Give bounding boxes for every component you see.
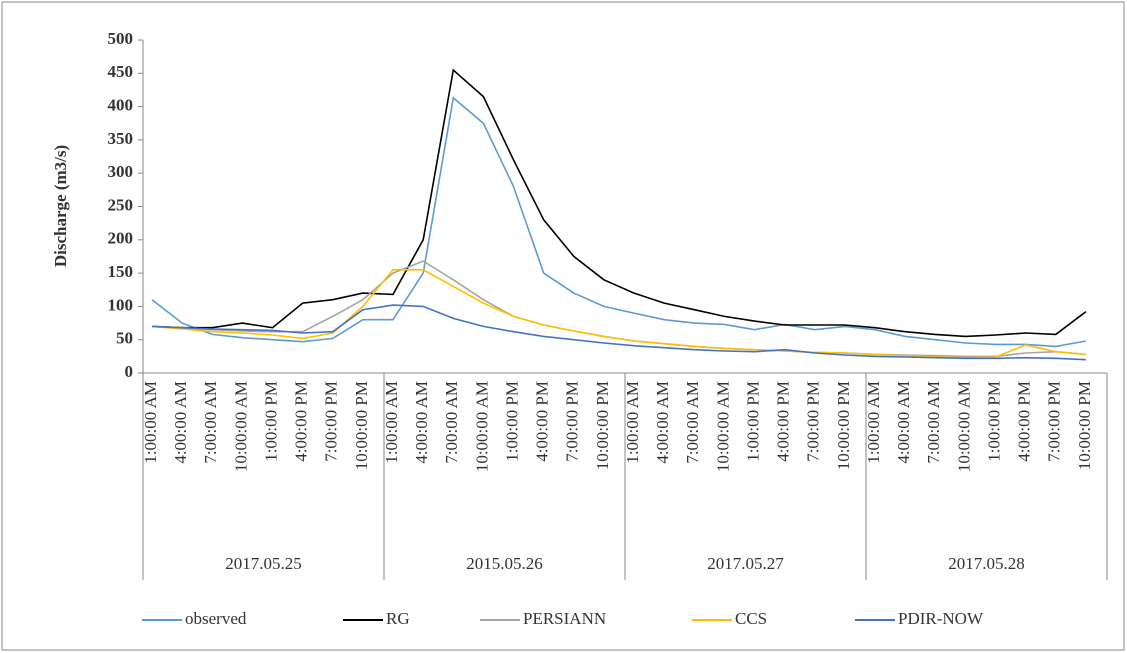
x-tick-label: 7:00:00 AM (442, 381, 461, 464)
x-tick-label: 1:00:00 PM (984, 381, 1003, 462)
line (151, 304, 1086, 361)
x-tick-label: 10:00:00 PM (834, 381, 853, 470)
x-tick-label: 7:00:00 AM (683, 381, 702, 464)
x-tick-label: 4:00:00 AM (171, 381, 190, 464)
y-tick-label: 150 (108, 262, 134, 281)
y-tick-label: 450 (108, 62, 134, 81)
y-tick-label: 250 (108, 195, 134, 214)
x-tick-label: 1:00:00 PM (743, 381, 762, 462)
y-tick-label: 0 (125, 362, 134, 381)
x-tick-label: 4:00:00 AM (894, 381, 913, 464)
x-tick-label: 1:00:00 AM (141, 381, 160, 464)
y-tick-label: 300 (108, 162, 134, 181)
x-tick-label: 1:00:00 PM (261, 381, 280, 462)
x-tick-label: 10:00:00 PM (1075, 381, 1094, 470)
y-tick-label: 350 (108, 129, 134, 148)
line (151, 68, 1087, 338)
group-label: 2017.05.25 (225, 554, 302, 573)
x-tick-label: 10:00:00 AM (472, 381, 491, 472)
x-tick-label: 4:00:00 AM (653, 381, 672, 464)
legend-label: CCS (735, 609, 767, 628)
x-tick-label: 1:00:00 AM (864, 381, 883, 464)
group-label: 2015.05.26 (466, 554, 543, 573)
y-axis-title: Discharge (m3/s) (51, 145, 70, 267)
legend-label: observed (185, 609, 247, 628)
x-tick-label: 4:00:00 PM (774, 381, 793, 462)
x-tick-label: 1:00:00 AM (382, 381, 401, 464)
x-tick-label: 10:00:00 AM (713, 381, 732, 472)
x-tick-label: 10:00:00 PM (352, 381, 371, 470)
x-tick-label: 1:00:00 AM (623, 381, 642, 464)
y-tick-label: 400 (108, 96, 134, 115)
x-tick-label: 7:00:00 PM (1045, 381, 1064, 462)
legend-label: RG (386, 609, 410, 628)
x-tick-label: 7:00:00 AM (924, 381, 943, 464)
y-tick-label: 500 (108, 29, 134, 48)
x-tick-label: 7:00:00 PM (322, 381, 341, 462)
legend-label: PERSIANN (523, 609, 606, 628)
x-tick-label: 4:00:00 PM (533, 381, 552, 462)
group-label: 2017.05.27 (707, 554, 784, 573)
legend-label: PDIR-NOW (898, 609, 984, 628)
y-tick-label: 100 (108, 295, 134, 314)
x-tick-label: 4:00:00 AM (412, 381, 431, 464)
y-tick-label: 200 (108, 229, 134, 248)
line (151, 96, 1087, 348)
x-tick-label: 1:00:00 PM (502, 381, 521, 462)
x-tick-label: 7:00:00 PM (563, 381, 582, 462)
x-tick-label: 10:00:00 PM (593, 381, 612, 470)
x-tick-label: 4:00:00 PM (1015, 381, 1034, 462)
x-tick-label: 10:00:00 AM (231, 381, 250, 472)
x-tick-label: 10:00:00 AM (954, 381, 973, 472)
y-tick-label: 50 (116, 329, 133, 348)
group-label: 2017.05.28 (948, 554, 1025, 573)
x-tick-label: 7:00:00 AM (201, 381, 220, 464)
x-tick-label: 7:00:00 PM (804, 381, 823, 462)
x-tick-label: 4:00:00 PM (292, 381, 311, 462)
